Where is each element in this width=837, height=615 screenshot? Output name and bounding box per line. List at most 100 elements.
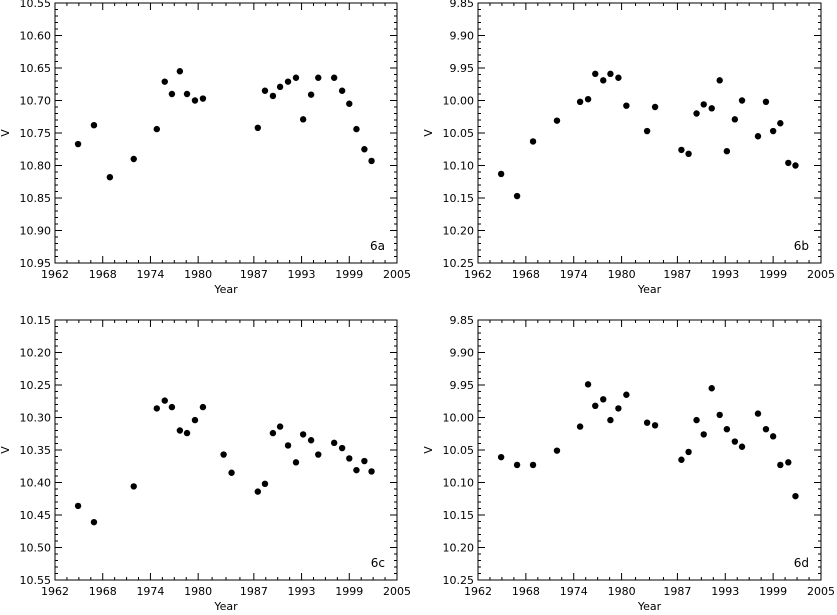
- panel-0-frame: [54, 2, 398, 264]
- panel-3-data-point: [769, 433, 777, 440]
- panel-2-data-point: [199, 403, 207, 411]
- chart-panel-6d: 1962 1968 1974 1980 1987 1993 1999 2005 9.85 9.90…: [422, 314, 835, 613]
- panel-2-data-point: [269, 429, 277, 437]
- panel-1-data-point: [777, 120, 784, 127]
- panel-2-ytick-label: 10.20: [20, 347, 52, 360]
- panel-3-data-point: [584, 381, 592, 388]
- panel-0-xtick-label: 1999: [335, 268, 363, 281]
- panel-1-data-point: [708, 105, 715, 112]
- panel-3-data-point: [777, 461, 784, 469]
- panel-2-ytick-label: 10.30: [20, 412, 52, 425]
- panel-1-xtick-label: 1980: [608, 268, 636, 281]
- panel-3-ytick-label: 9.95: [450, 379, 475, 392]
- panel-2-xtick-label: 1987: [240, 585, 268, 598]
- panel-2-xtick-label: 2005: [383, 585, 411, 598]
- panel-0-data-point: [74, 140, 82, 148]
- panel-2-ytick-label: 10.45: [20, 509, 52, 522]
- panel-2-data-point: [338, 444, 346, 452]
- chart-panel-6c: 1962 1968 1974 1980 1987 1993 1999 2005 10.15 10.…: [0, 314, 411, 613]
- panel-2-data-point: [168, 403, 176, 411]
- panel-0-data-point: [284, 78, 292, 85]
- panel-3-xtick-label: 1980: [608, 585, 636, 598]
- panel-1-data-point: [723, 148, 731, 155]
- panel-0-data-point: [368, 157, 375, 165]
- panel-2-data-point: [90, 518, 98, 526]
- panel-2-xtick-label: 1980: [184, 585, 212, 598]
- panel-0-data-point: [153, 125, 161, 133]
- panel-2-data-point: [299, 431, 307, 438]
- panel-2-panel-label: 6c: [371, 556, 385, 570]
- panel-2-data-point: [183, 429, 191, 437]
- panel-3-data-point: [607, 416, 614, 424]
- panel-1-data-point: [592, 70, 599, 78]
- panel-1-ytick-label: 10.05: [443, 127, 475, 140]
- panel-1-data-point: [584, 96, 592, 103]
- panel-3-xtick-label: 1993: [711, 585, 739, 598]
- panel-1-ytick-label: 9.90: [450, 30, 475, 43]
- panel-3-data-point: [754, 410, 762, 417]
- panel-2-data-point: [361, 457, 368, 465]
- panel-1-data-point: [576, 98, 584, 106]
- panel-0-data-point: [90, 122, 98, 129]
- panel-0-data-point: [269, 92, 277, 100]
- panel-0-xtick-label: 1968: [89, 268, 117, 281]
- panel-0-data-point: [330, 74, 338, 81]
- panel-3-xtick-label: 1968: [512, 585, 540, 598]
- panel-3-ytick-label: 10.25: [443, 574, 475, 587]
- panel-1-xtick-label: 1999: [759, 268, 787, 281]
- panel-0-data-point: [106, 174, 114, 181]
- panel-1-data-point: [754, 133, 762, 140]
- panel-0-data-point: [307, 91, 315, 98]
- panel-2-data-point: [161, 397, 168, 404]
- panel-1-ylabel: V: [422, 129, 435, 137]
- panel-3-data-point: [615, 405, 622, 412]
- panel-2-xtick-label: 1974: [136, 585, 164, 598]
- panel-3-data-point: [700, 431, 707, 438]
- panel-1-ytick-label: 10.10: [443, 160, 475, 173]
- panel-3-data-point: [678, 456, 685, 463]
- panel-2-xtick-label: 1962: [41, 585, 69, 598]
- panel-3-ytick-label: 10.15: [443, 509, 475, 522]
- panel-2-data-point: [292, 459, 300, 466]
- panel-0-xlabel: Year: [213, 283, 238, 296]
- panel-0-ytick-label: 10.90: [20, 225, 52, 238]
- panel-2-data-point: [276, 423, 284, 430]
- panel-2-xtick-label: 1999: [335, 585, 363, 598]
- panel-1-xtick-label: 1974: [560, 268, 588, 281]
- panel-0-data-point: [361, 146, 368, 153]
- panel-1-ytick-label: 10.20: [443, 225, 475, 238]
- panel-1-data-point: [497, 170, 505, 178]
- chart-panel-6b: 1962 1968 1974 1980 1987 1993 1999 2005 9.85 9.90…: [422, 0, 835, 296]
- panel-0-ytick-label: 10.85: [20, 192, 52, 205]
- panel-3-data-point: [723, 426, 731, 433]
- panel-0-xtick-label: 1993: [288, 268, 316, 281]
- panel-3-data-point: [623, 391, 630, 398]
- panel-1-data-point: [693, 110, 700, 117]
- panel-0-data-point: [338, 87, 346, 94]
- panel-2-ylabel: V: [0, 446, 12, 454]
- panel-0-ytick-label: 10.65: [20, 62, 52, 75]
- panel-3-xtick-label: 2005: [807, 585, 835, 598]
- panel-0-data-point: [176, 68, 184, 75]
- panel-1-data-point: [785, 159, 792, 167]
- panel-1-data-point: [731, 116, 739, 123]
- panel-3-data-point: [738, 443, 746, 450]
- panel-1-ytick-label: 10.00: [443, 95, 475, 108]
- panel-0-data-point: [299, 116, 307, 123]
- panel-3-data-point: [685, 448, 692, 456]
- panel-0-ytick-label: 10.95: [20, 257, 52, 270]
- panel-1-ytick-label: 9.85: [450, 0, 475, 10]
- panel-2-data-point: [74, 502, 82, 510]
- panel-2-data-point: [130, 483, 137, 490]
- panel-3-data-point: [693, 416, 700, 424]
- panel-3-xtick-label: 1974: [560, 585, 588, 598]
- panel-3-frame: [477, 319, 822, 581]
- panel-1-xtick-label: 1993: [711, 268, 739, 281]
- panel-1-xtick-label: 1968: [512, 268, 540, 281]
- panel-2-xtick-label: 1968: [89, 585, 117, 598]
- chart-panel-6a: 1962 1968 1974 1980 1987 1993 1999 2005 10.55 10.…: [0, 0, 411, 296]
- panel-2-data-point: [284, 442, 292, 449]
- panel-3-data-point: [785, 459, 792, 466]
- panel-0-ylabel: V: [0, 129, 12, 137]
- panel-0-data-point: [168, 90, 176, 98]
